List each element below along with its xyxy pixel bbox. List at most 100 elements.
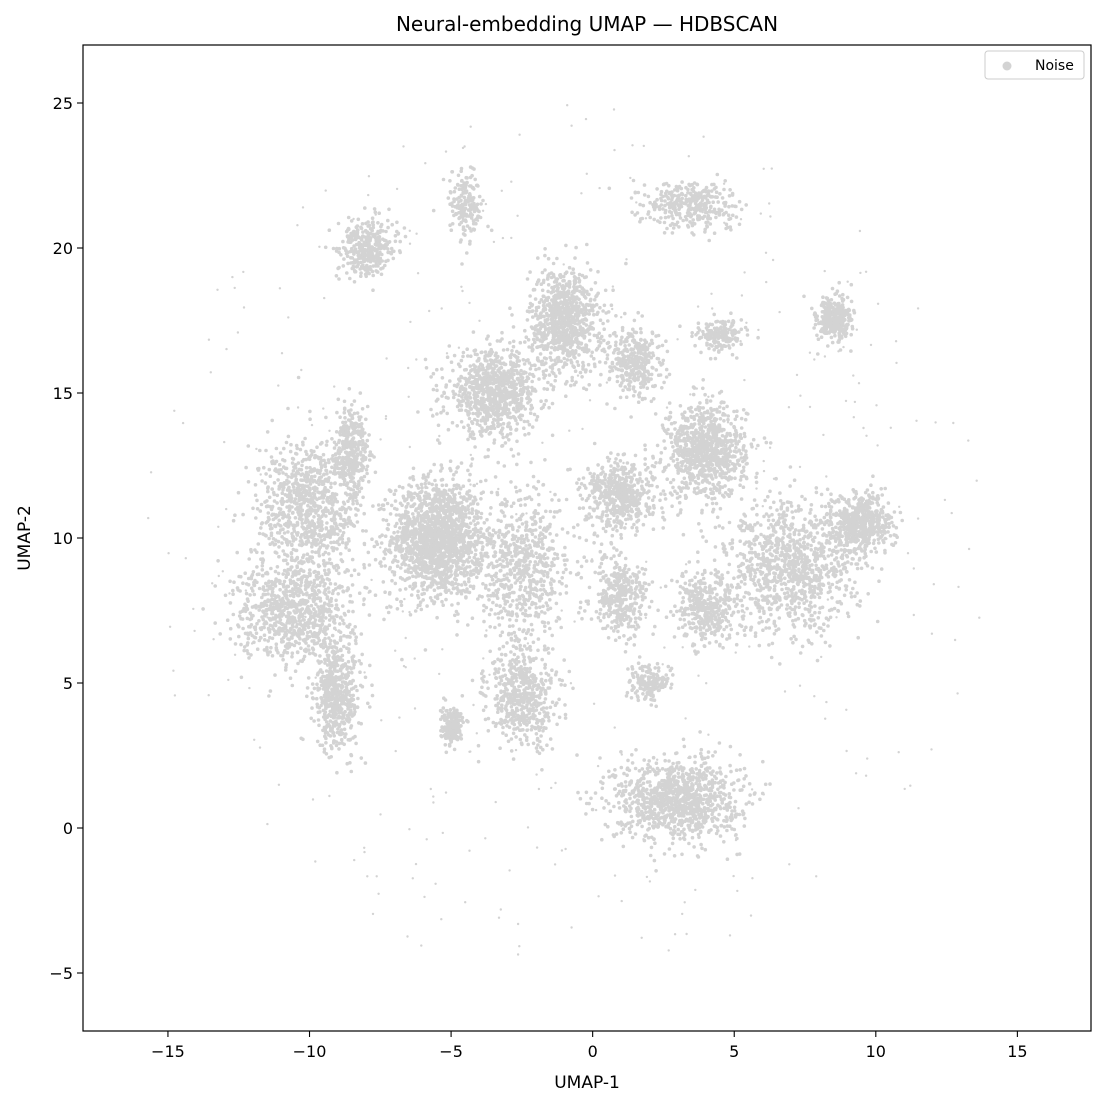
scatter-point — [698, 459, 702, 463]
scatter-point — [414, 518, 419, 522]
scatter-point — [698, 401, 702, 405]
scatter-point — [404, 505, 409, 510]
scatter-point — [406, 494, 411, 499]
scatter-point — [738, 483, 742, 488]
scatter-point — [488, 396, 492, 401]
scatter-point — [742, 766, 747, 771]
scatter-point — [405, 541, 410, 546]
scatter-point — [676, 771, 681, 776]
scatter-point — [492, 417, 496, 422]
scatter-point — [492, 367, 496, 371]
scatter-point — [593, 364, 597, 369]
scatter-point — [424, 548, 429, 552]
scatter-point — [455, 549, 459, 553]
scatter-point — [577, 346, 582, 350]
scatter-point — [729, 476, 734, 480]
scatter-point — [600, 334, 604, 339]
scatter-point — [570, 343, 574, 347]
scatter-point — [416, 511, 421, 515]
scatter-point — [458, 389, 462, 394]
scatter-point — [442, 496, 447, 501]
scatter-point — [712, 422, 717, 427]
scatter-point — [440, 532, 445, 536]
scatter-point — [590, 807, 595, 812]
scatter-point — [439, 527, 443, 532]
scatter-point — [449, 360, 454, 365]
scatter-point — [503, 398, 507, 402]
scatter-point — [678, 444, 683, 449]
scatter-point — [492, 412, 496, 416]
scatter-point — [590, 306, 595, 310]
scatter-point — [426, 567, 431, 572]
scatter-point — [673, 824, 677, 829]
scatter-point — [462, 390, 467, 395]
scatter-point — [459, 536, 463, 540]
scatter-point — [671, 445, 675, 449]
scatter-point — [518, 340, 523, 345]
scatter-point — [700, 418, 704, 423]
scatter-point — [441, 552, 446, 556]
scatter-point — [462, 550, 466, 555]
scatter-point — [423, 648, 428, 652]
scatter-point — [508, 431, 513, 436]
scatter-point — [593, 791, 598, 795]
scatter-point — [459, 420, 464, 424]
scatter-point — [576, 342, 581, 346]
scatter-point — [506, 415, 510, 419]
scatter-point — [601, 775, 606, 780]
scatter-point — [503, 409, 508, 414]
scatter-point — [546, 256, 551, 261]
scatter-point — [686, 486, 690, 490]
scatter-point — [528, 367, 533, 371]
scatter-point — [653, 841, 657, 845]
scatter-point — [525, 277, 530, 281]
scatter-point — [575, 360, 580, 364]
scatter-point — [547, 373, 552, 377]
scatter-point — [715, 515, 720, 520]
scatter-point — [395, 607, 400, 611]
scatter-point — [404, 530, 409, 535]
scatter-point — [528, 372, 532, 376]
scatter-point — [435, 596, 440, 601]
scatter-point — [569, 358, 573, 363]
scatter-point — [698, 489, 702, 493]
scatter-point — [711, 482, 715, 487]
scatter-point — [423, 564, 428, 569]
scatter-point — [737, 852, 742, 856]
scatter-point — [426, 474, 430, 479]
scatter-point — [504, 435, 509, 439]
scatter-point — [602, 327, 606, 332]
scatter-point — [443, 589, 448, 593]
scatter-point — [412, 502, 417, 506]
scatter-point — [488, 353, 492, 358]
scatter-point — [573, 275, 578, 280]
scatter-point — [506, 408, 511, 412]
scatter-point — [547, 405, 551, 410]
scatter-point — [460, 516, 465, 521]
scatter-point — [682, 437, 686, 442]
scatter-point — [406, 517, 411, 521]
scatter-point — [528, 294, 532, 298]
scatter-point — [473, 523, 478, 527]
scatter-point — [449, 565, 454, 569]
scatter-point — [466, 623, 470, 627]
scatter-point — [539, 311, 543, 315]
scatter-point — [722, 464, 727, 469]
scatter-point — [706, 416, 710, 421]
scatter-point — [438, 469, 443, 473]
scatter-point — [727, 792, 732, 796]
scatter-point — [512, 368, 517, 373]
scatter-point — [571, 267, 575, 272]
scatter-point — [562, 335, 566, 339]
scatter-point — [553, 301, 557, 305]
scatter-point — [553, 339, 558, 343]
scatter-point — [403, 562, 408, 567]
scatter-point — [383, 497, 388, 502]
scatter-point — [444, 503, 449, 507]
scatter-point — [427, 524, 432, 528]
scatter-point — [644, 810, 648, 815]
scatter-point — [424, 513, 428, 517]
scatter-point — [515, 422, 520, 426]
scatter-point — [623, 780, 628, 784]
scatter-point — [589, 354, 594, 358]
